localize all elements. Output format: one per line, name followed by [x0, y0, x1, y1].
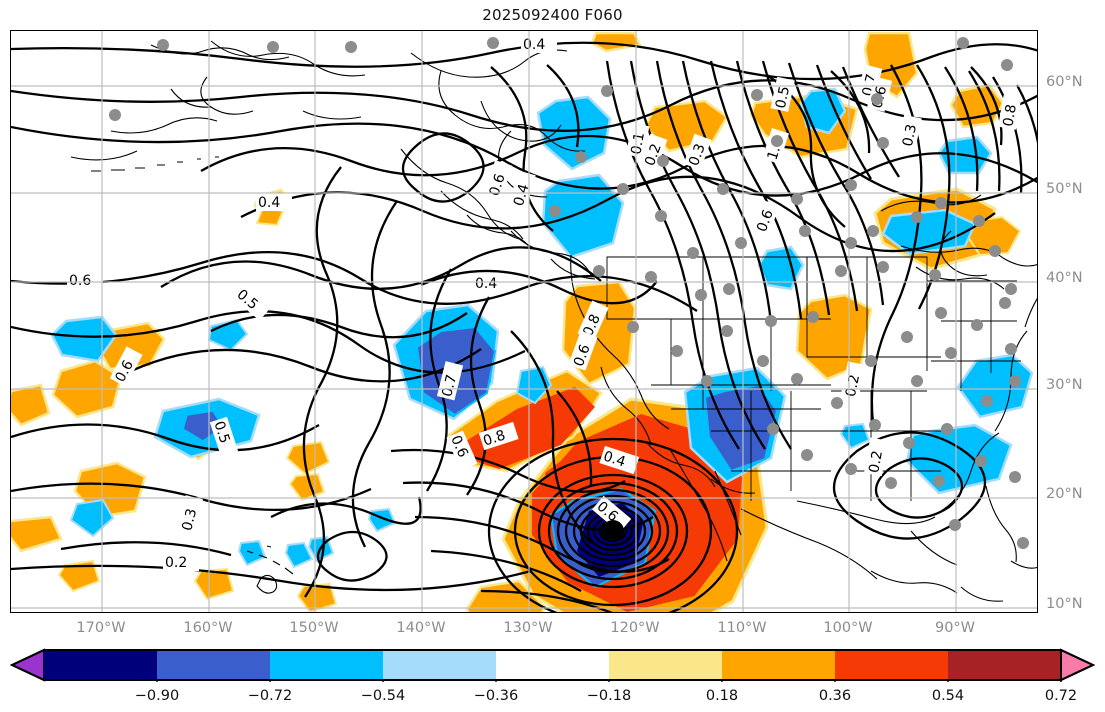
lon-tick-120w: 120°W [610, 620, 660, 636]
colorbar-segment [270, 650, 384, 680]
colorbar-tick-label: 0.72 [1044, 688, 1078, 704]
svg-text:0.5: 0.5 [210, 419, 232, 445]
colorbar-segment [609, 650, 723, 680]
svg-text:0.6: 0.6 [487, 172, 509, 198]
svg-text:0.2: 0.2 [866, 449, 886, 474]
colorbar-tick-label: −0.18 [586, 688, 632, 704]
colorbar-segment [496, 650, 610, 680]
lon-tick-170w: 170°W [76, 620, 126, 636]
lat-tick-30n: 30°N [1046, 377, 1083, 393]
svg-text:0.3: 0.3 [686, 142, 709, 168]
lon-tick-150w: 150°W [289, 620, 339, 636]
lat-tick-20n: 20°N [1046, 486, 1083, 502]
svg-text:0.6: 0.6 [571, 342, 594, 368]
page-title: 2025092400 F060 [482, 6, 623, 24]
lat-tick-10n: 10°N [1046, 596, 1083, 612]
colorbar-segment [722, 650, 836, 680]
shaded-anomaly-layer [11, 31, 1034, 612]
station-dot-layer [109, 37, 1029, 549]
colorbar-tick-label: 0.36 [818, 688, 852, 704]
colorbar-tick-label: −0.36 [473, 688, 519, 704]
colorbar-segment [835, 650, 949, 680]
colorbar-segment [383, 650, 497, 680]
lon-tick-160w: 160°W [183, 620, 233, 636]
svg-text:0.8: 0.8 [481, 427, 507, 449]
svg-text:0.4: 0.4 [258, 195, 280, 211]
colorbar-tick-label: 0.54 [931, 688, 965, 704]
colorbar-segment [157, 650, 271, 680]
colorbar-tick-label: −0.90 [134, 688, 180, 704]
colorbar[interactable] [10, 648, 1095, 682]
svg-text:0.1: 0.1 [628, 131, 648, 156]
lon-tick-130w: 130°W [503, 620, 553, 636]
gridline-layer [11, 31, 1037, 612]
svg-text:0.3: 0.3 [179, 507, 200, 532]
lat-tick-50n: 50°N [1046, 181, 1083, 197]
colorbar-segment [44, 650, 158, 680]
colorbar-tick-label: −0.54 [360, 688, 406, 704]
cyclone-contours [487, 437, 739, 612]
lon-tick-140w: 140°W [396, 620, 446, 636]
map-canvas: 0.4 0.4 0.6 0.4 0.1 0.2 0.3 0.5 0.7 0.6 … [11, 31, 1037, 612]
svg-text:0.3: 0.3 [900, 123, 920, 148]
colorbar-tick-label: −0.72 [247, 688, 293, 704]
svg-text:0.4: 0.4 [511, 182, 533, 208]
colorbar-canvas [10, 648, 1095, 682]
svg-text:0.5: 0.5 [773, 85, 793, 110]
svg-text:0.7: 0.7 [439, 373, 460, 398]
colorbar-tick-label: 0.18 [705, 688, 739, 704]
lat-tick-60n: 60°N [1046, 74, 1083, 90]
svg-text:0.8: 0.8 [1000, 103, 1020, 128]
lon-tick-100w: 100°W [823, 620, 873, 636]
lon-tick-110w: 110°W [717, 620, 767, 636]
cyclone-center-marker[interactable] [602, 520, 624, 542]
svg-text:0.2: 0.2 [843, 373, 863, 398]
map-frame: 0.4 0.4 0.6 0.4 0.1 0.2 0.3 0.5 0.7 0.6 … [10, 30, 1038, 613]
svg-text:0.4: 0.4 [523, 37, 545, 53]
svg-text:0.4: 0.4 [475, 276, 497, 292]
colorbar-over-arrow [1060, 648, 1095, 682]
svg-text:0.4: 0.4 [601, 448, 627, 470]
forecast-map[interactable]: 0.4 0.4 0.6 0.4 0.1 0.2 0.3 0.5 0.7 0.6 … [10, 30, 1038, 613]
svg-text:0.2: 0.2 [165, 555, 187, 571]
lat-tick-40n: 40°N [1046, 270, 1083, 286]
svg-text:0.6: 0.6 [69, 273, 91, 289]
svg-text:0.6: 0.6 [754, 208, 777, 234]
colorbar-tick-labels: −0.90 −0.72 −0.54 −0.36 −0.18 0.18 0.36 0.54 0.7… [0, 682, 1105, 710]
colorbar-under-arrow [10, 648, 45, 682]
colorbar-cells [10, 648, 1095, 682]
lon-tick-90w: 90°W [934, 620, 976, 636]
colorbar-segment [948, 650, 1062, 680]
